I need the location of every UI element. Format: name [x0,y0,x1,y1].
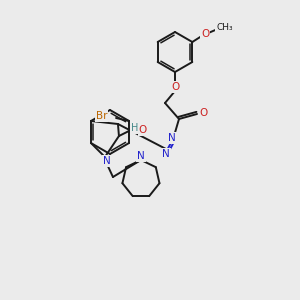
Text: N: N [168,133,176,143]
Text: O: O [171,82,179,92]
Text: N: N [137,151,145,161]
Text: O: O [139,125,147,135]
Text: O: O [200,108,208,118]
Text: N: N [103,156,111,166]
Text: Br: Br [96,111,107,121]
Text: O: O [201,29,209,39]
Text: H: H [131,123,139,133]
Text: N: N [162,149,170,159]
Text: CH₃: CH₃ [216,23,232,32]
